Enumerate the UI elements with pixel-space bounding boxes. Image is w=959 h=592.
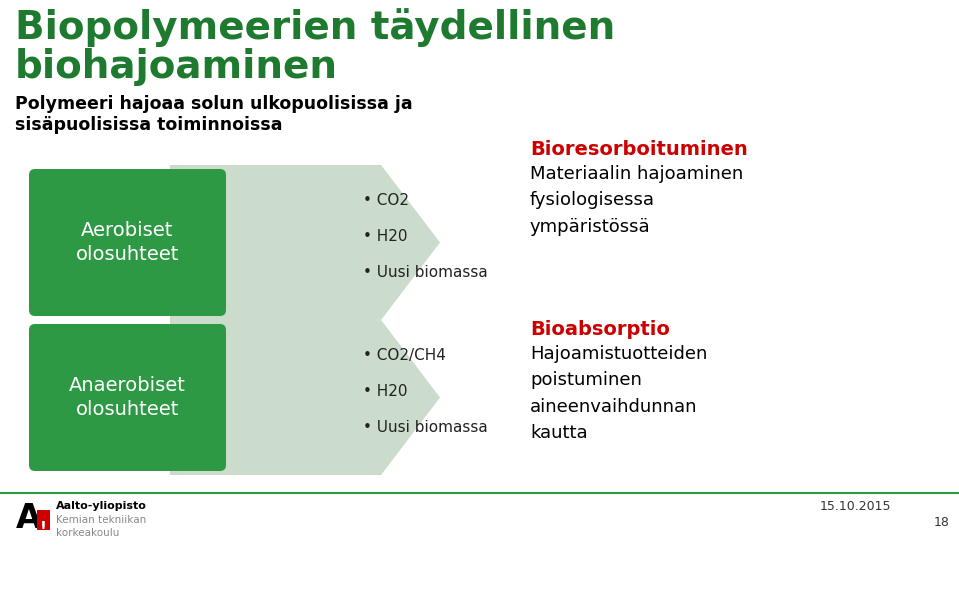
FancyBboxPatch shape: [29, 169, 226, 316]
Text: • CO2/CH4: • CO2/CH4: [363, 348, 446, 363]
Text: sisäpuolisissa toiminnoissa: sisäpuolisissa toiminnoissa: [15, 116, 283, 134]
Text: Kemian tekniikan: Kemian tekniikan: [56, 515, 147, 525]
Text: • H20: • H20: [363, 384, 408, 399]
Text: biohajoaminen: biohajoaminen: [15, 48, 338, 86]
FancyBboxPatch shape: [29, 324, 226, 471]
Text: Anaerobiset
olosuhteet: Anaerobiset olosuhteet: [69, 376, 186, 419]
Text: 15.10.2015: 15.10.2015: [820, 500, 892, 513]
Text: korkeakoulu: korkeakoulu: [56, 528, 119, 538]
Text: • Uusi biomassa: • Uusi biomassa: [363, 265, 488, 280]
Text: Bioabsorptio: Bioabsorptio: [530, 320, 670, 339]
FancyBboxPatch shape: [37, 510, 50, 530]
Text: • H20: • H20: [363, 229, 408, 244]
Text: Bioresorboituminen: Bioresorboituminen: [530, 140, 748, 159]
Text: Aalto-yliopisto: Aalto-yliopisto: [56, 501, 147, 511]
Text: 18: 18: [934, 516, 950, 529]
Text: Aerobiset
olosuhteet: Aerobiset olosuhteet: [76, 221, 179, 264]
Text: !: !: [39, 521, 46, 536]
Text: Biopolymeerien täydellinen: Biopolymeerien täydellinen: [15, 8, 616, 47]
Polygon shape: [170, 320, 440, 475]
Text: A: A: [16, 502, 42, 535]
Text: Polymeeri hajoaa solun ulkopuolisissa ja: Polymeeri hajoaa solun ulkopuolisissa ja: [15, 95, 412, 113]
Text: Materiaalin hajoaminen
fysiologisessa
ympäristössä: Materiaalin hajoaminen fysiologisessa ym…: [530, 165, 743, 236]
Polygon shape: [170, 165, 440, 320]
Text: Hajoamistuotteiden
poistuminen
aineenvaihdunnan
kautta: Hajoamistuotteiden poistuminen aineenvai…: [530, 345, 708, 442]
Text: • Uusi biomassa: • Uusi biomassa: [363, 420, 488, 435]
Text: • CO2: • CO2: [363, 193, 409, 208]
